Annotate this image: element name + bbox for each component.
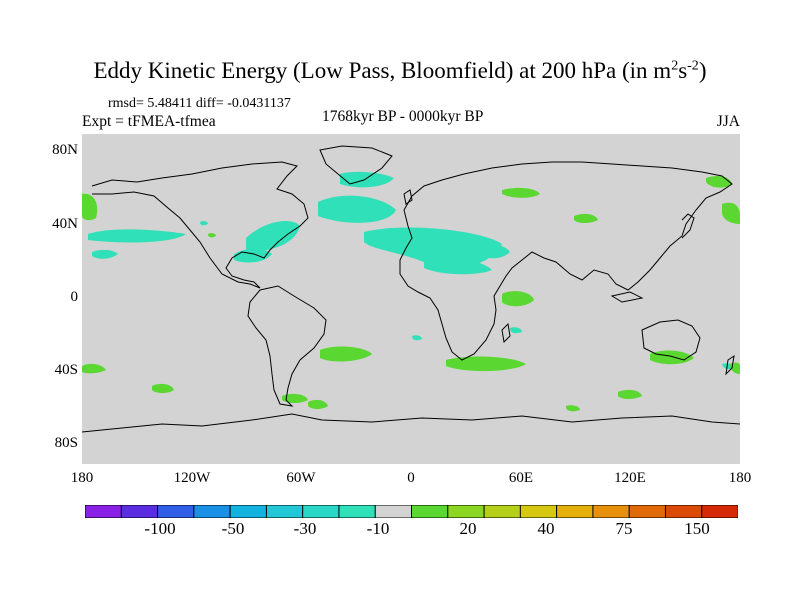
britain-coast xyxy=(403,189,413,205)
colorbar-label: -30 xyxy=(293,519,317,538)
colorbar-swatch xyxy=(519,505,558,518)
teal-patch-indian-dot xyxy=(510,327,522,334)
colorbar-swatch xyxy=(556,505,594,518)
x-tick-label: 60E xyxy=(508,470,534,486)
map-background xyxy=(82,134,740,464)
green-patch-north-siberia xyxy=(502,187,540,198)
green-patch-southern-ocean-5 xyxy=(566,405,580,412)
season-label: JJA xyxy=(716,113,740,130)
y-tick-label: 40N xyxy=(52,216,78,232)
teal-patch-north-africa xyxy=(424,257,492,275)
x-tick-label: 0 xyxy=(407,470,415,486)
coastlines xyxy=(82,145,740,433)
teal-patch-south-atlantic-dot xyxy=(412,335,422,341)
colorbar-swatch xyxy=(229,505,268,518)
colorbar-label: -50 xyxy=(221,519,245,538)
madagascar-coast xyxy=(501,322,511,344)
teal-patch-north-atlantic xyxy=(318,195,396,223)
colorbar-swatch xyxy=(374,505,413,518)
teal-patch-arabia xyxy=(480,244,510,259)
colorbar xyxy=(85,505,738,518)
colorbar-swatch xyxy=(664,505,703,518)
teal-patch-eastern-us xyxy=(246,221,300,251)
colorbar-swatch xyxy=(157,505,195,518)
x-tick-label: 60W xyxy=(286,470,316,486)
green-patch-south-indian xyxy=(446,356,526,372)
australia-coast xyxy=(641,319,701,361)
colorbar-swatch xyxy=(120,505,159,518)
green-patch-north-pacific-dot xyxy=(208,233,216,238)
y-tick-label: 40S xyxy=(54,362,78,378)
green-patch-southern-ocean-2 xyxy=(282,393,308,403)
x-tick-label: 180 xyxy=(70,470,94,486)
x-tick-label: 120W xyxy=(173,470,211,486)
colorbar-swatch xyxy=(193,505,231,518)
teal-patch-pacific-north xyxy=(88,229,186,243)
eurasia-africa-coast xyxy=(399,161,733,361)
green-patch-south-pacific-west xyxy=(82,363,106,374)
y-tick-label: 0 xyxy=(70,289,79,305)
period-label: 1768kyr BP - 0000kyr BP xyxy=(322,108,484,125)
green-patch-southern-ocean-3 xyxy=(308,399,328,409)
green-patch-south-atlantic xyxy=(320,346,372,362)
colorbar-swatch xyxy=(701,505,738,518)
north-america-coast xyxy=(91,161,309,289)
colorbar-swatch xyxy=(265,505,304,518)
colorbar-label: 75 xyxy=(615,519,633,538)
green-patch-west-pacific-north xyxy=(82,193,98,221)
colorbar-swatch xyxy=(85,505,122,518)
teal-patch-pacific-dot xyxy=(200,221,208,226)
colorbar-swatch xyxy=(338,505,376,518)
world-map xyxy=(82,134,740,464)
colorbar-swatch xyxy=(302,505,340,518)
y-tick-label: 80S xyxy=(54,435,78,451)
new-zealand-coast xyxy=(725,354,735,376)
x-tick-label: 180 xyxy=(728,470,752,486)
south-america-coast xyxy=(247,285,327,407)
colorbar-label: 20 xyxy=(459,519,477,538)
colorbar-label: -100 xyxy=(144,519,176,538)
green-patch-east-africa xyxy=(502,291,534,307)
colorbar-swatch xyxy=(447,505,485,518)
rmsd-diff-stats: rmsd= 5.48411 diff= -0.0431137 xyxy=(108,96,291,111)
green-patch-central-asia xyxy=(574,213,598,223)
colorbar-label: 150 xyxy=(684,519,710,538)
chart-title: Eddy Kinetic Energy (Low Pass, Bloomfiel… xyxy=(93,58,707,83)
green-patch-southern-ocean-1 xyxy=(152,383,174,393)
colorbar-swatch xyxy=(628,505,667,518)
y-tick-label: 80N xyxy=(52,142,78,158)
colorbar-swatch xyxy=(592,505,630,518)
indonesia-coast xyxy=(610,291,644,303)
antarctica-coast xyxy=(82,413,740,433)
colorbar-swatch xyxy=(411,505,449,518)
x-tick-label: 120E xyxy=(614,470,646,486)
green-patch-australia xyxy=(650,350,694,365)
experiment-label: Expt = tFMEA-tfmea xyxy=(82,113,216,130)
teal-patch-pacific-small xyxy=(92,249,118,259)
greenland-coast xyxy=(319,145,393,185)
colorbar-label: -10 xyxy=(366,519,390,538)
japan-coast xyxy=(681,213,695,239)
colorbar-swatch xyxy=(483,505,522,518)
green-patch-east-pacific-north xyxy=(722,202,740,224)
colorbar-label: 40 xyxy=(537,519,555,538)
teal-patch-atlantic-band xyxy=(364,227,502,269)
green-patch-southern-ocean-4 xyxy=(618,389,642,399)
